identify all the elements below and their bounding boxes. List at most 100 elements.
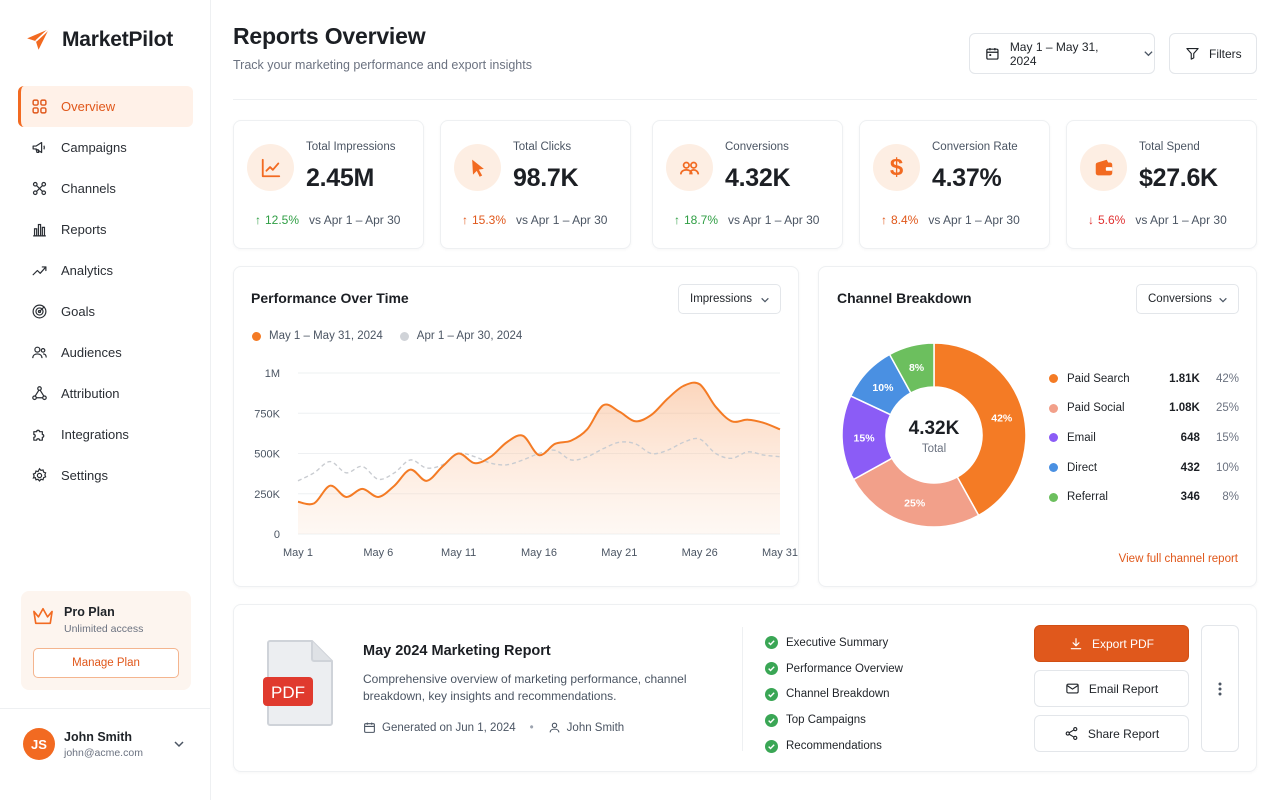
check-circle-icon <box>765 636 778 650</box>
sidebar-item-attribution[interactable]: Attribution <box>18 373 193 414</box>
sidebar: MarketPilot Overview Campaigns Channels … <box>0 0 211 800</box>
legend-name: Direct <box>1067 461 1098 474</box>
target-icon <box>32 304 47 319</box>
metric-select[interactable]: Impressions <box>678 284 781 314</box>
share-report-label: Share Report <box>1087 726 1160 741</box>
check-circle-icon <box>765 687 778 701</box>
sidebar-item-label: Overview <box>61 99 116 114</box>
separator-dot: • <box>529 721 534 734</box>
donut-center-label: Total <box>922 443 946 455</box>
legend-percent: 10% <box>1215 461 1239 474</box>
legend-swatch <box>399 331 409 341</box>
legend-value: 346 <box>1180 491 1200 504</box>
legend-name: Paid Social <box>1067 402 1125 415</box>
page-subtitle: Track your marketing performance and exp… <box>233 58 532 72</box>
user-email: john@acme.com <box>64 746 143 759</box>
legend-swatch <box>1049 463 1058 473</box>
email-report-button[interactable]: Email Report <box>1034 670 1189 707</box>
chevron-down-icon <box>761 297 769 303</box>
legend-swatch <box>1049 374 1058 384</box>
app-logo[interactable]: MarketPilot <box>25 27 173 53</box>
channel-metric-value: Conversions <box>1148 293 1212 305</box>
more-options-button[interactable] <box>1201 625 1239 752</box>
list-item: Recommendations <box>765 733 903 759</box>
view-channel-report-link[interactable]: View full channel report <box>1118 553 1238 565</box>
user-icon <box>549 722 560 733</box>
legend-value: 1.08K <box>1169 402 1200 415</box>
filters-button[interactable]: Filters <box>1169 33 1257 74</box>
bar-chart-icon <box>33 223 46 237</box>
legend-swatch <box>1049 492 1058 502</box>
sidebar-item-reports[interactable]: Reports <box>18 209 193 250</box>
x-tick-label: May 11 <box>441 547 476 559</box>
legend-name: Referral <box>1067 491 1108 504</box>
list-item: Performance Overview <box>765 656 903 682</box>
slice-label: 15% <box>854 432 876 444</box>
section-label: Performance Overview <box>786 662 903 675</box>
share-report-button[interactable]: Share Report <box>1034 715 1189 752</box>
area-fill-current <box>298 382 780 534</box>
list-item: Channel Breakdown <box>765 682 903 708</box>
panel-title: Performance Over Time <box>251 290 409 306</box>
list-item: Top Campaigns <box>765 707 903 733</box>
email-report-label: Email Report <box>1088 681 1159 696</box>
slice-label: 25% <box>904 497 926 509</box>
sidebar-item-overview[interactable]: Overview <box>18 86 193 127</box>
calendar-icon <box>986 47 999 60</box>
pdf-file-icon: PDF <box>263 640 333 726</box>
sidebar-item-analytics[interactable]: Analytics <box>18 250 193 291</box>
sidebar-item-label: Audiences <box>61 345 122 360</box>
report-sections: Executive Summary Performance Overview C… <box>765 630 903 759</box>
legend-percent: 8% <box>1222 491 1239 504</box>
sidebar-item-label: Settings <box>61 468 108 483</box>
kpi-value: 2.45M <box>306 164 374 192</box>
manage-plan-button[interactable]: Manage Plan <box>33 648 179 678</box>
page-title: Reports Overview <box>233 23 426 49</box>
kpi-value: 98.7K <box>513 164 579 192</box>
puzzle-icon <box>33 429 45 441</box>
user-menu[interactable]: JS John Smith john@acme.com <box>23 726 191 762</box>
sidebar-nav: Overview Campaigns Channels Reports Anal… <box>18 86 193 496</box>
chevron-down-icon[interactable] <box>173 738 185 750</box>
pdf-label: PDF <box>271 683 305 702</box>
check-circle-icon <box>765 662 778 676</box>
sidebar-item-label: Attribution <box>61 386 120 401</box>
arrow-down-icon: ↓ <box>1088 213 1094 227</box>
attribution-icon <box>32 386 47 401</box>
sidebar-item-settings[interactable]: Settings <box>18 455 193 496</box>
sidebar-item-audiences[interactable]: Audiences <box>18 332 193 373</box>
app-name: MarketPilot <box>62 28 173 51</box>
y-tick-label: 500K <box>254 449 280 461</box>
sidebar-item-campaigns[interactable]: Campaigns <box>18 127 193 168</box>
report-card: PDF May 2024 Marketing Report Comprehens… <box>233 604 1257 772</box>
channel-panel: Channel Breakdown Conversions 42% 25% 15% 1… <box>818 266 1257 587</box>
slice-label: 8% <box>909 362 925 374</box>
export-pdf-button[interactable]: Export PDF <box>1034 625 1189 662</box>
sidebar-item-goals[interactable]: Goals <box>18 291 193 332</box>
arrow-up-icon: ↑ <box>255 213 261 227</box>
donut-center-value: 4.32K <box>909 418 960 439</box>
channel-metric-select[interactable]: Conversions <box>1136 284 1239 314</box>
chevron-down-icon <box>1144 51 1153 57</box>
date-range-picker[interactable]: May 1 – May 31, 2024 <box>969 33 1155 74</box>
legend-name: Email <box>1067 431 1096 444</box>
channel-legend: Paid Search 1.81K 42% Paid Social 1.08K 25% Em… <box>1049 364 1239 512</box>
trend-icon <box>32 266 47 276</box>
legend-row: Email 648 15% <box>1049 423 1239 453</box>
chart-legend: May 1 – May 31, 2024 Apr 1 – Apr 30, 202… <box>252 330 522 342</box>
section-label: Channel Breakdown <box>786 688 890 701</box>
kpi-change: 8.4% <box>891 213 919 227</box>
legend-previous: Apr 1 – Apr 30, 2024 <box>416 330 523 342</box>
legend-current: May 1 – May 31, 2024 <box>269 330 383 342</box>
sidebar-item-label: Reports <box>61 222 107 237</box>
kpi-compare: vs Apr 1 – Apr 30 <box>309 213 401 227</box>
legend-percent: 25% <box>1215 402 1239 415</box>
wallet-icon <box>1095 159 1112 175</box>
sidebar-item-integrations[interactable]: Integrations <box>18 414 193 455</box>
y-tick-label: 250K <box>254 489 280 501</box>
legend-percent: 42% <box>1215 372 1239 385</box>
kpi-change: 12.5% <box>265 213 300 227</box>
sidebar-item-channels[interactable]: Channels <box>18 168 193 209</box>
channels-icon <box>32 181 47 196</box>
section-label: Executive Summary <box>786 636 889 649</box>
